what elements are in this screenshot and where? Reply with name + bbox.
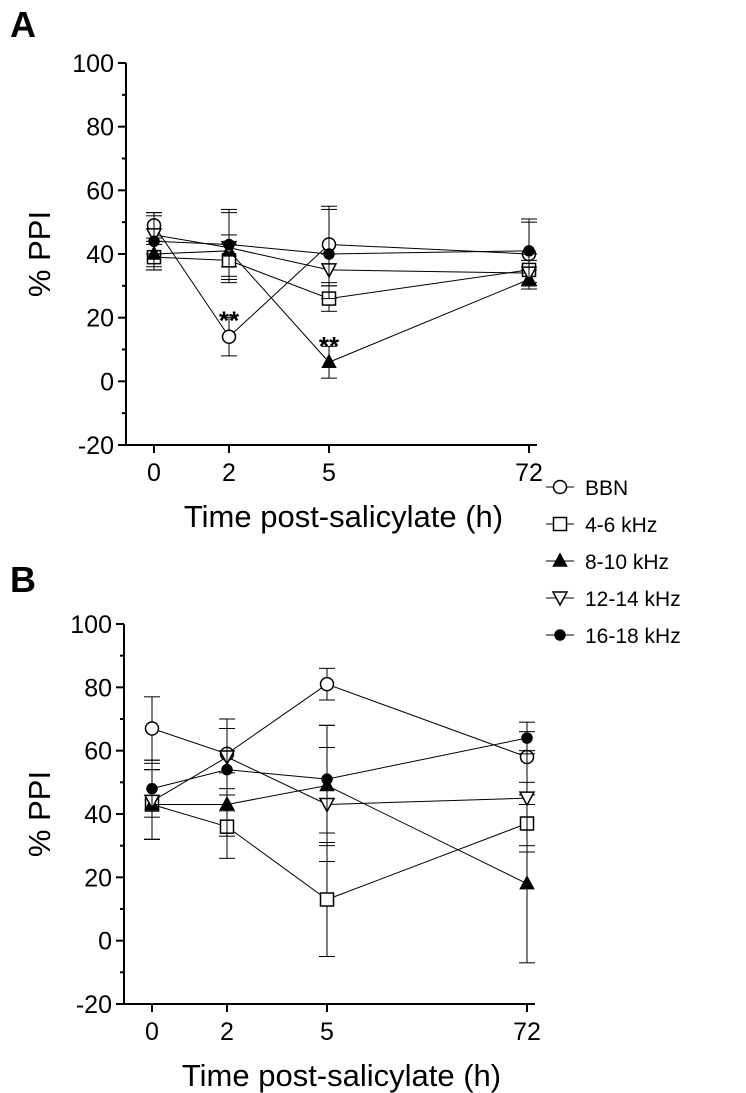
data-point-16-18-khz bbox=[146, 782, 158, 795]
panel-b-x-tick-label: 5 bbox=[320, 1018, 334, 1046]
panel-b-y-tick-label: 60 bbox=[84, 738, 112, 766]
legend-marker-4-6-khz bbox=[552, 516, 568, 532]
panel-a-series-bbn bbox=[146, 205, 537, 357]
panel-b-series-bbn bbox=[144, 667, 535, 790]
series-line-8-10-khz bbox=[152, 784, 528, 885]
panel-b-letter: B bbox=[10, 559, 36, 600]
panel-a-series-16-18-khz bbox=[146, 208, 537, 300]
legend-item-bbn: BBN bbox=[546, 477, 628, 500]
panel-a-y-axis-title: % PPI bbox=[22, 211, 57, 297]
panel-b-series-12-14-khz bbox=[143, 718, 536, 862]
panel-a-x-axis-title: Time post-salicylate (h) bbox=[184, 499, 503, 534]
data-point-16-18-khz bbox=[221, 763, 233, 776]
panel-a-series-8-10-khz bbox=[146, 234, 537, 379]
panel-a-letter: A bbox=[10, 4, 36, 45]
legend-marker-bbn bbox=[552, 479, 568, 495]
panel-b-y-tick-label: 20 bbox=[84, 864, 112, 892]
panel-a-x-tick-label: 72 bbox=[515, 459, 543, 487]
panel-a-y-tick-label: 100 bbox=[72, 50, 114, 78]
series-line-16-18-khz bbox=[153, 240, 530, 255]
data-point-8-10-khz bbox=[321, 353, 337, 368]
series-line-4-6-khz bbox=[153, 256, 530, 300]
data-point-bbn bbox=[144, 721, 160, 736]
panel-b-y-tick-label: 100 bbox=[70, 611, 112, 639]
panel-b: B -20 0 20 40 60 80 100 0 2 5 72 Time post-salicyla… bbox=[10, 559, 541, 1093]
data-point-4-6-khz bbox=[319, 892, 335, 907]
panel-b-y-tick-label: 0 bbox=[98, 928, 112, 956]
legend-label: 12-14 kHz bbox=[585, 588, 681, 611]
panel-a-y-tick-label: 60 bbox=[86, 177, 114, 205]
panel-a-y-tick-label: 40 bbox=[86, 241, 114, 269]
panel-b-series-4-6-khz bbox=[144, 769, 535, 957]
data-point-16-18-khz bbox=[521, 732, 533, 744]
panel-a-x-tick-label: 0 bbox=[147, 459, 161, 487]
panel-b-series-16-18-khz bbox=[144, 721, 535, 834]
data-point-16-18-khz bbox=[321, 773, 333, 785]
legend-item-16-18-khz: 16-18 kHz bbox=[546, 625, 681, 648]
data-point-12-14-khz bbox=[518, 791, 536, 807]
series-line-4-6-khz bbox=[151, 804, 528, 901]
panel-b-x-tick-label: 0 bbox=[145, 1018, 159, 1046]
significance-marker: ** bbox=[219, 305, 240, 335]
data-point-16-18-khz bbox=[523, 245, 535, 257]
data-point-bbn bbox=[221, 329, 237, 345]
panel-a-y-tick-label: -20 bbox=[78, 432, 114, 460]
data-point-16-18-khz bbox=[323, 248, 335, 260]
panel-b-y-tick-label: 80 bbox=[84, 674, 112, 702]
panel-b-x-tick-label: 2 bbox=[220, 1018, 234, 1046]
legend-label: 16-18 kHz bbox=[585, 625, 681, 648]
data-point-bbn bbox=[319, 676, 335, 692]
panel-a: A -20 0 20 40 60 80 100 0 2 5 72 Time post-salicyla… bbox=[10, 4, 543, 534]
legend-item-12-14-khz: 12-14 kHz bbox=[546, 588, 681, 611]
panel-a-series-12-14-khz bbox=[145, 212, 538, 287]
series-line-12-14-khz bbox=[153, 234, 530, 274]
panel-b-x-tick-label: 72 bbox=[513, 1018, 541, 1046]
panel-b-y-axis-title: % PPI bbox=[22, 771, 57, 857]
legend-label: 4-6 kHz bbox=[585, 514, 657, 537]
legend-label: BBN bbox=[585, 477, 628, 500]
panel-a-x-tick-label: 2 bbox=[222, 459, 236, 487]
data-point-16-18-khz bbox=[223, 238, 235, 251]
legend-marker-16-18-khz bbox=[554, 629, 566, 641]
series-line-16-18-khz bbox=[151, 737, 528, 790]
panel-a-y-tick-label: 80 bbox=[86, 114, 114, 142]
data-point-8-10-khz bbox=[519, 875, 535, 890]
legend-label: 8-10 kHz bbox=[585, 551, 669, 574]
panel-b-y-tick-label: 40 bbox=[84, 801, 112, 829]
panel-b-x-axis-title: Time post-salicylate (h) bbox=[182, 1058, 501, 1093]
legend-item-8-10-khz: 8-10 kHz bbox=[546, 551, 669, 574]
panel-b-y-tick-label: -20 bbox=[76, 991, 112, 1019]
series-line-bbn bbox=[151, 683, 528, 758]
legend-marker-8-10-khz bbox=[552, 552, 568, 567]
series-line-12-14-khz bbox=[151, 756, 528, 806]
legend-item-4-6-khz: 4-6 kHz bbox=[546, 514, 657, 537]
series-line-8-10-khz bbox=[153, 250, 530, 363]
legend: BBN 4-6 kHz 8-10 kHz 12-14 kHz 16-18 kHz bbox=[546, 477, 681, 648]
panel-a-y-tick-label: 20 bbox=[86, 305, 114, 333]
panel-a-x-tick-label: 5 bbox=[322, 459, 336, 487]
panel-b-series-8-10-khz bbox=[144, 724, 535, 964]
series-line-bbn bbox=[153, 225, 530, 338]
significance-marker: ** bbox=[319, 331, 340, 361]
data-point-16-18-khz bbox=[148, 235, 160, 248]
panel-a-y-tick-label: 0 bbox=[100, 368, 114, 396]
legend-marker-12-14-khz bbox=[551, 591, 569, 607]
